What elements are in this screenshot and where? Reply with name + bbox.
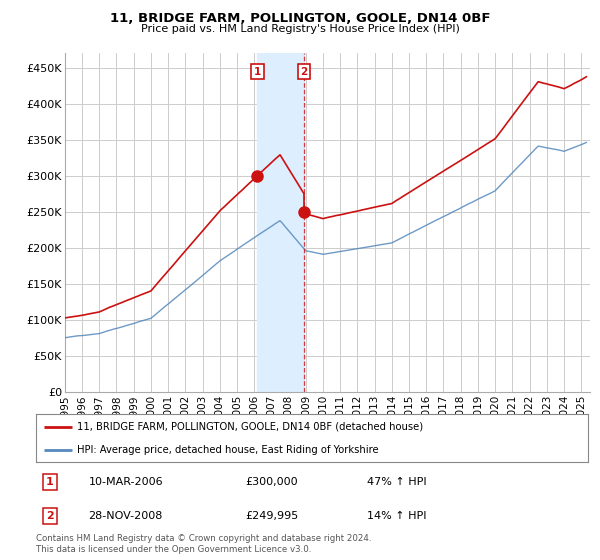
Text: Price paid vs. HM Land Registry's House Price Index (HPI): Price paid vs. HM Land Registry's House …: [140, 24, 460, 34]
Text: 47% ↑ HPI: 47% ↑ HPI: [367, 477, 427, 487]
Text: £249,995: £249,995: [246, 511, 299, 521]
Text: 1: 1: [46, 477, 53, 487]
Text: 1: 1: [254, 67, 261, 77]
Text: HPI: Average price, detached house, East Riding of Yorkshire: HPI: Average price, detached house, East…: [77, 445, 379, 455]
Text: 11, BRIDGE FARM, POLLINGTON, GOOLE, DN14 0BF: 11, BRIDGE FARM, POLLINGTON, GOOLE, DN14…: [110, 12, 490, 25]
Text: 2: 2: [46, 511, 53, 521]
Text: 28-NOV-2008: 28-NOV-2008: [88, 511, 163, 521]
Text: 11, BRIDGE FARM, POLLINGTON, GOOLE, DN14 0BF (detached house): 11, BRIDGE FARM, POLLINGTON, GOOLE, DN14…: [77, 422, 424, 432]
Bar: [257, 53, 304, 392]
Text: 14% ↑ HPI: 14% ↑ HPI: [367, 511, 427, 521]
Text: Contains HM Land Registry data © Crown copyright and database right 2024.
This d: Contains HM Land Registry data © Crown c…: [36, 534, 371, 554]
Text: 10-MAR-2006: 10-MAR-2006: [88, 477, 163, 487]
Text: 2: 2: [301, 67, 308, 77]
Text: £300,000: £300,000: [246, 477, 298, 487]
